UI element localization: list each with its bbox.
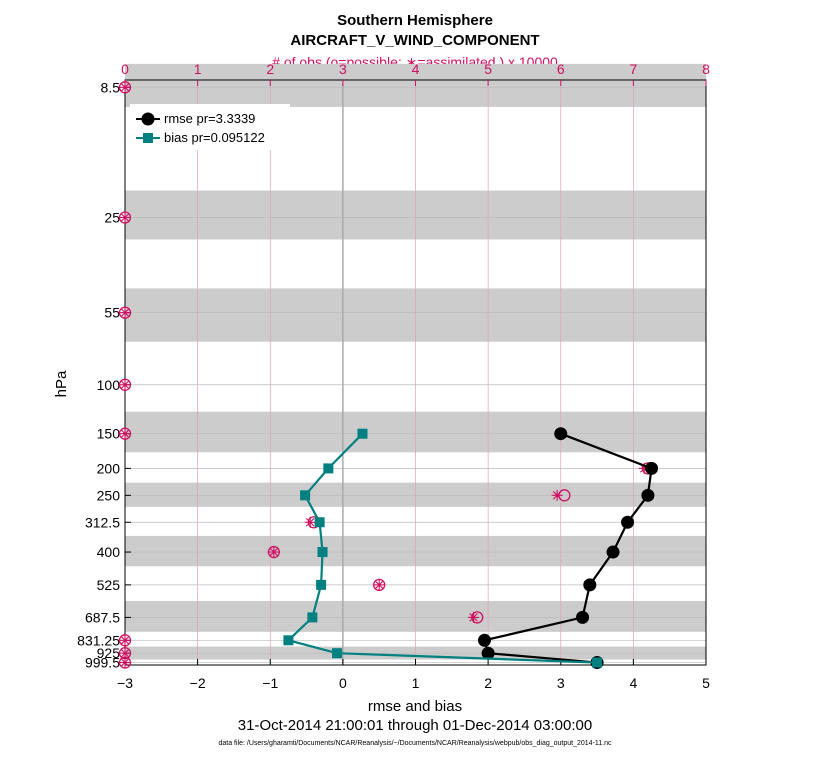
chart-title-line2: AIRCRAFT_V_WIND_COMPONENT (290, 32, 539, 49)
obs-assimilated-stroke-12-3 (120, 648, 130, 658)
series-0-point-2 (641, 488, 655, 502)
x-tick-label-7: 4 (629, 675, 637, 691)
obs-assimilated-marker-4 (119, 428, 131, 440)
y-tick-label-10: 687.5 (85, 609, 120, 625)
obs-count-markers (118, 81, 655, 669)
y-tick-label-8: 400 (97, 544, 121, 560)
obs-assimilated-marker-3 (119, 379, 131, 391)
y-tick-label-1: 25 (104, 209, 120, 225)
x-tick-label-0: −3 (117, 675, 133, 691)
series-0-point-6 (576, 610, 590, 624)
x-axis-ticks: −3 −2 −1 0 1 2 3 4 5 (117, 659, 710, 691)
top-tick-label-6: 6 (557, 61, 565, 77)
legend-bias-marker (143, 133, 153, 143)
top-axis-ticks: 0 1 2 3 4 5 6 7 8 (121, 61, 710, 86)
series-1-point-2 (300, 490, 311, 501)
series-1-point-3 (314, 517, 325, 528)
top-tick-label-3: 3 (339, 61, 347, 77)
obs-assimilated-stroke-1-3 (120, 213, 130, 222)
series-0-point-5 (583, 578, 597, 592)
y-tick-label-9: 525 (97, 577, 121, 593)
obs-assimilated-marker-13 (119, 657, 131, 669)
legend-box (130, 104, 290, 150)
x-tick-label-1: −2 (190, 675, 206, 691)
obs-assimilated-stroke-3-3 (120, 380, 130, 390)
series-line-1 (286, 432, 598, 664)
y-tick-label-12: 925 (97, 645, 121, 661)
obs-assimilated-marker-11 (119, 634, 131, 646)
chart-title-line1: Southern Hemisphere (337, 12, 493, 29)
y-tick-label-0: 8.5 (101, 79, 121, 95)
series-1-point-8 (332, 648, 343, 659)
y-tick-label-3: 100 (97, 377, 121, 393)
series-1-point-5 (316, 579, 327, 590)
series-lines (283, 427, 659, 670)
obs-assimilated-marker-7 (304, 516, 316, 528)
top-tick-label-2: 2 (266, 61, 274, 77)
grid-lines (124, 80, 707, 665)
legend-rmse-label: rmse pr=3.3339 (164, 111, 255, 126)
legend-bias-label: bias pr=0.095122 (164, 130, 265, 145)
top-tick-label-7: 7 (629, 61, 637, 77)
top-tick-label-0: 0 (121, 61, 129, 77)
series-0-point-1 (645, 461, 659, 475)
y-tick-label-6: 250 (97, 487, 121, 503)
series-1-point-9 (592, 657, 603, 668)
x-axis-label: rmse and bias (368, 698, 462, 715)
obs-assimilated-stroke-9-3 (374, 580, 384, 590)
y-tick-label-11: 831.25 (77, 632, 120, 648)
series-line-0 (483, 432, 653, 664)
top-tick-label-1: 1 (194, 61, 202, 77)
y-tick-label-4: 150 (97, 426, 121, 442)
y-tick-label-2: 55 (104, 305, 120, 321)
y-axis-label: hPa (53, 370, 70, 397)
series-1-point-0 (357, 428, 368, 439)
obs-assimilated-stroke-13-3 (120, 658, 130, 667)
top-tick-label-5: 5 (484, 61, 492, 77)
legend: rmse pr=3.3339 bias pr=0.095122 (130, 104, 290, 150)
series-1-point-7 (283, 635, 294, 646)
series-0-point-7 (477, 633, 491, 647)
series-1-point-1 (323, 463, 334, 474)
obs-assimilated-stroke-10-3 (469, 613, 478, 622)
x-tick-label-2: −1 (262, 675, 278, 691)
series-0-point-4 (606, 545, 620, 559)
x-tick-label-5: 2 (484, 675, 492, 691)
obs-assimilated-stroke-11-3 (120, 636, 130, 645)
obs-assimilated-marker-1 (119, 211, 131, 223)
obs-assimilated-stroke-6-3 (552, 491, 562, 500)
obs-assimilated-stroke-8-3 (269, 547, 279, 557)
y-tick-label-13: 999.5 (85, 655, 120, 671)
obs-assimilated-stroke-2-3 (120, 308, 130, 317)
x-tick-label-3: 0 (339, 675, 347, 691)
obs-assimilated-stroke-4-3 (120, 429, 130, 438)
obs-assimilated-marker-0 (119, 81, 131, 93)
series-1-point-6 (307, 612, 318, 623)
top-tick-label-4: 4 (412, 61, 420, 77)
legend-rmse-marker (141, 112, 155, 126)
data-file-path: data file: /Users/gharamti/Documents/NCA… (218, 740, 612, 747)
obs-assimilated-marker-8 (268, 546, 280, 558)
obs-assimilated-marker-6 (551, 489, 563, 501)
date-range: 31-Oct-2014 21:00:01 through 01-Dec-2014… (238, 717, 592, 734)
series-0-point-8 (481, 646, 495, 660)
x-tick-label-4: 1 (412, 675, 420, 691)
obs-assimilated-stroke-7-3 (305, 517, 315, 527)
y-tick-label-5: 200 (97, 460, 121, 476)
obs-assimilated-stroke-0-3 (120, 83, 130, 92)
x-tick-label-8: 5 (702, 675, 710, 691)
y-axis-ticks: 8.5 25 55 100 150 200 250 312.5 400 525 687.5 831.2… (77, 79, 131, 671)
obs-assimilated-marker-12 (119, 647, 131, 659)
series-1-point-4 (317, 547, 328, 558)
x-tick-label-6: 3 (557, 675, 565, 691)
top-tick-label-8: 8 (702, 61, 710, 77)
y-tick-label-7: 312.5 (85, 514, 120, 530)
series-0-point-0 (554, 427, 568, 441)
series-0-point-3 (621, 515, 635, 529)
obs-assimilated-marker-10 (468, 611, 480, 623)
obs-assimilated-marker-2 (119, 307, 131, 319)
obs-assimilated-marker-9 (373, 579, 385, 591)
